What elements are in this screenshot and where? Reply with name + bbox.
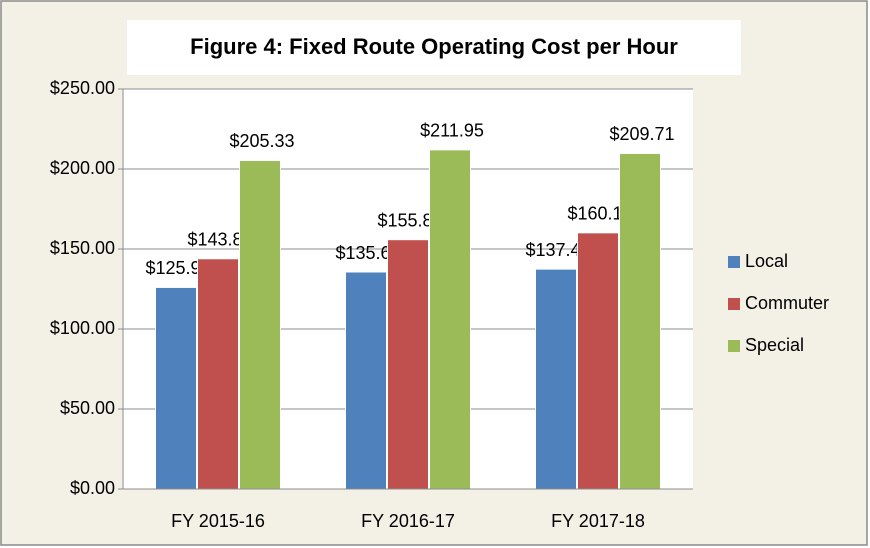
- data-label: $135.62: [335, 243, 400, 263]
- y-tick-label: $200.00: [50, 158, 115, 178]
- data-label: $143.89: [187, 230, 252, 250]
- bar: [197, 258, 239, 490]
- x-tick-label: FY 2017-18: [551, 511, 645, 531]
- data-label: $155.82: [377, 210, 442, 230]
- x-tick-label: FY 2015-16: [171, 511, 265, 531]
- title-box: [127, 20, 741, 75]
- bar: [387, 239, 429, 490]
- chart-title: Figure 4: Fixed Route Operating Cost per…: [190, 34, 678, 59]
- legend-label: Commuter: [745, 293, 829, 313]
- y-tick-label: $50.00: [60, 398, 115, 418]
- bar: [345, 271, 387, 490]
- legend-label: Special: [745, 335, 804, 355]
- bar: [535, 268, 577, 490]
- legend-swatch: [728, 256, 740, 268]
- data-label: $209.71: [609, 124, 674, 144]
- y-tick-label: $150.00: [50, 238, 115, 258]
- data-label: $211.95: [420, 121, 484, 141]
- data-label: $205.33: [229, 131, 294, 151]
- data-label: $125.98: [145, 258, 210, 278]
- bar: [155, 286, 197, 490]
- legend-swatch: [728, 298, 740, 310]
- legend-swatch: [728, 340, 740, 352]
- x-tick-label: FY 2016-17: [361, 511, 455, 531]
- y-tick-label: $0.00: [70, 478, 115, 498]
- data-label: $160.10: [567, 204, 632, 224]
- bar: [429, 149, 471, 490]
- data-label: $137.42: [525, 240, 590, 260]
- bar: [239, 159, 281, 490]
- legend-label: Local: [745, 251, 788, 271]
- bar: [619, 152, 661, 490]
- y-tick-label: $250.00: [50, 78, 115, 98]
- bar: [577, 232, 619, 490]
- y-tick-label: $100.00: [50, 318, 115, 338]
